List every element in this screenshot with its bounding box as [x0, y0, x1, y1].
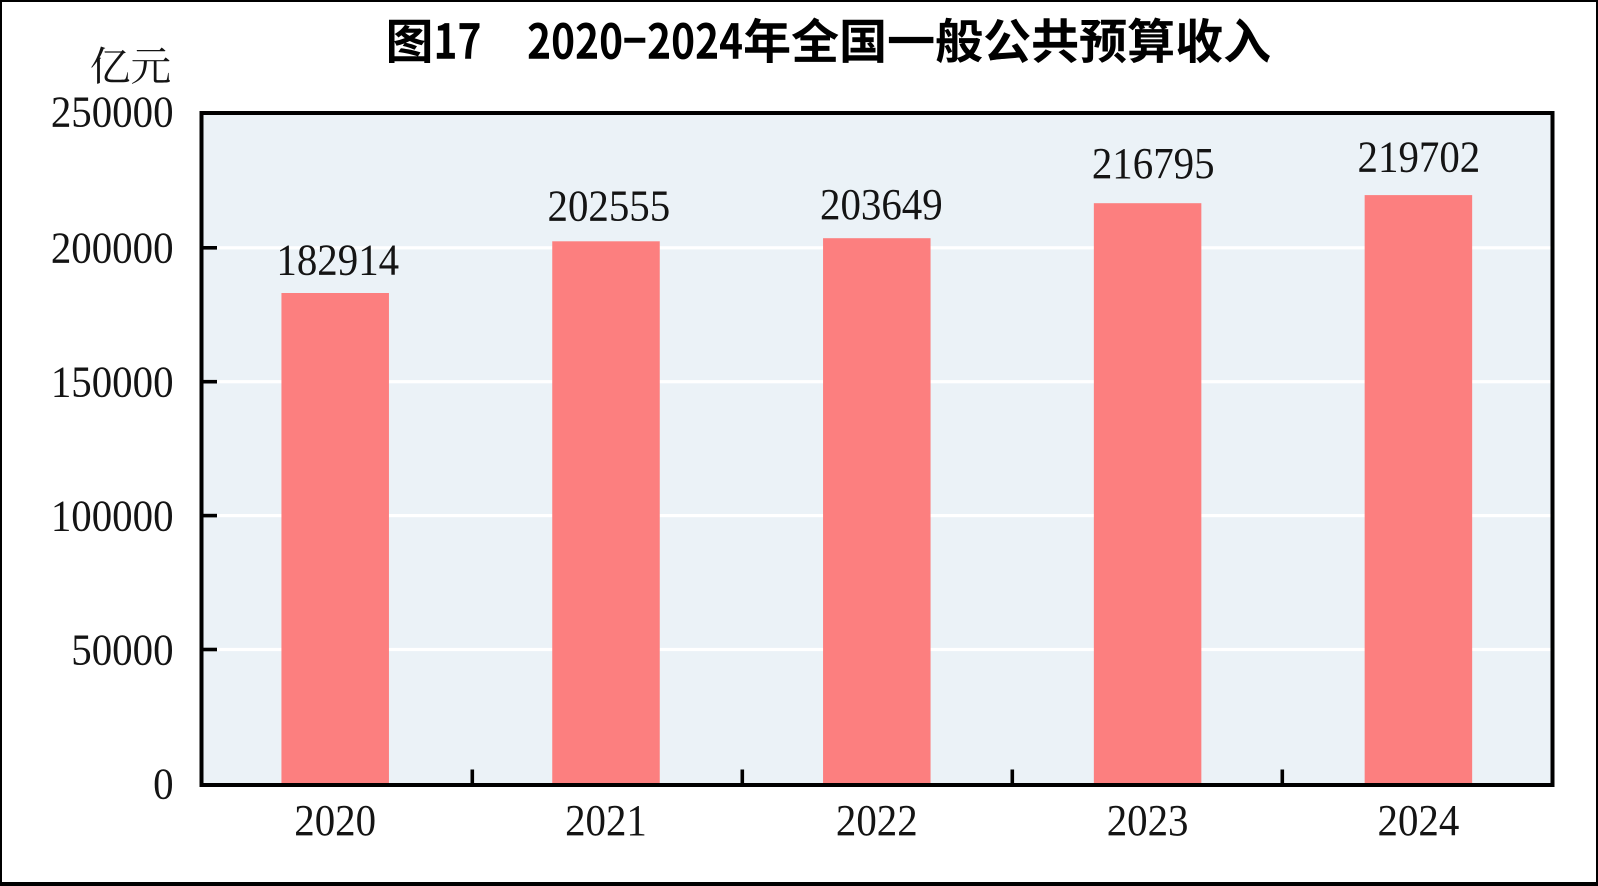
svg-text:200000: 200000	[51, 224, 174, 273]
svg-text:216795: 216795	[1092, 140, 1215, 189]
svg-text:50000: 50000	[71, 626, 173, 675]
svg-text:2021: 2021	[565, 797, 647, 846]
svg-text:203649: 203649	[820, 180, 943, 229]
svg-text:202555: 202555	[548, 182, 671, 231]
svg-text:2024: 2024	[1378, 797, 1460, 846]
svg-text:250000: 250000	[51, 88, 174, 137]
svg-text:219702: 219702	[1358, 133, 1481, 182]
svg-text:0: 0	[153, 760, 173, 809]
svg-text:150000: 150000	[51, 358, 174, 407]
svg-text:2020: 2020	[294, 797, 376, 846]
svg-text:182914: 182914	[276, 236, 399, 285]
svg-text:100000: 100000	[51, 492, 174, 541]
svg-text:2023: 2023	[1107, 797, 1189, 846]
svg-text:2022: 2022	[836, 797, 918, 846]
